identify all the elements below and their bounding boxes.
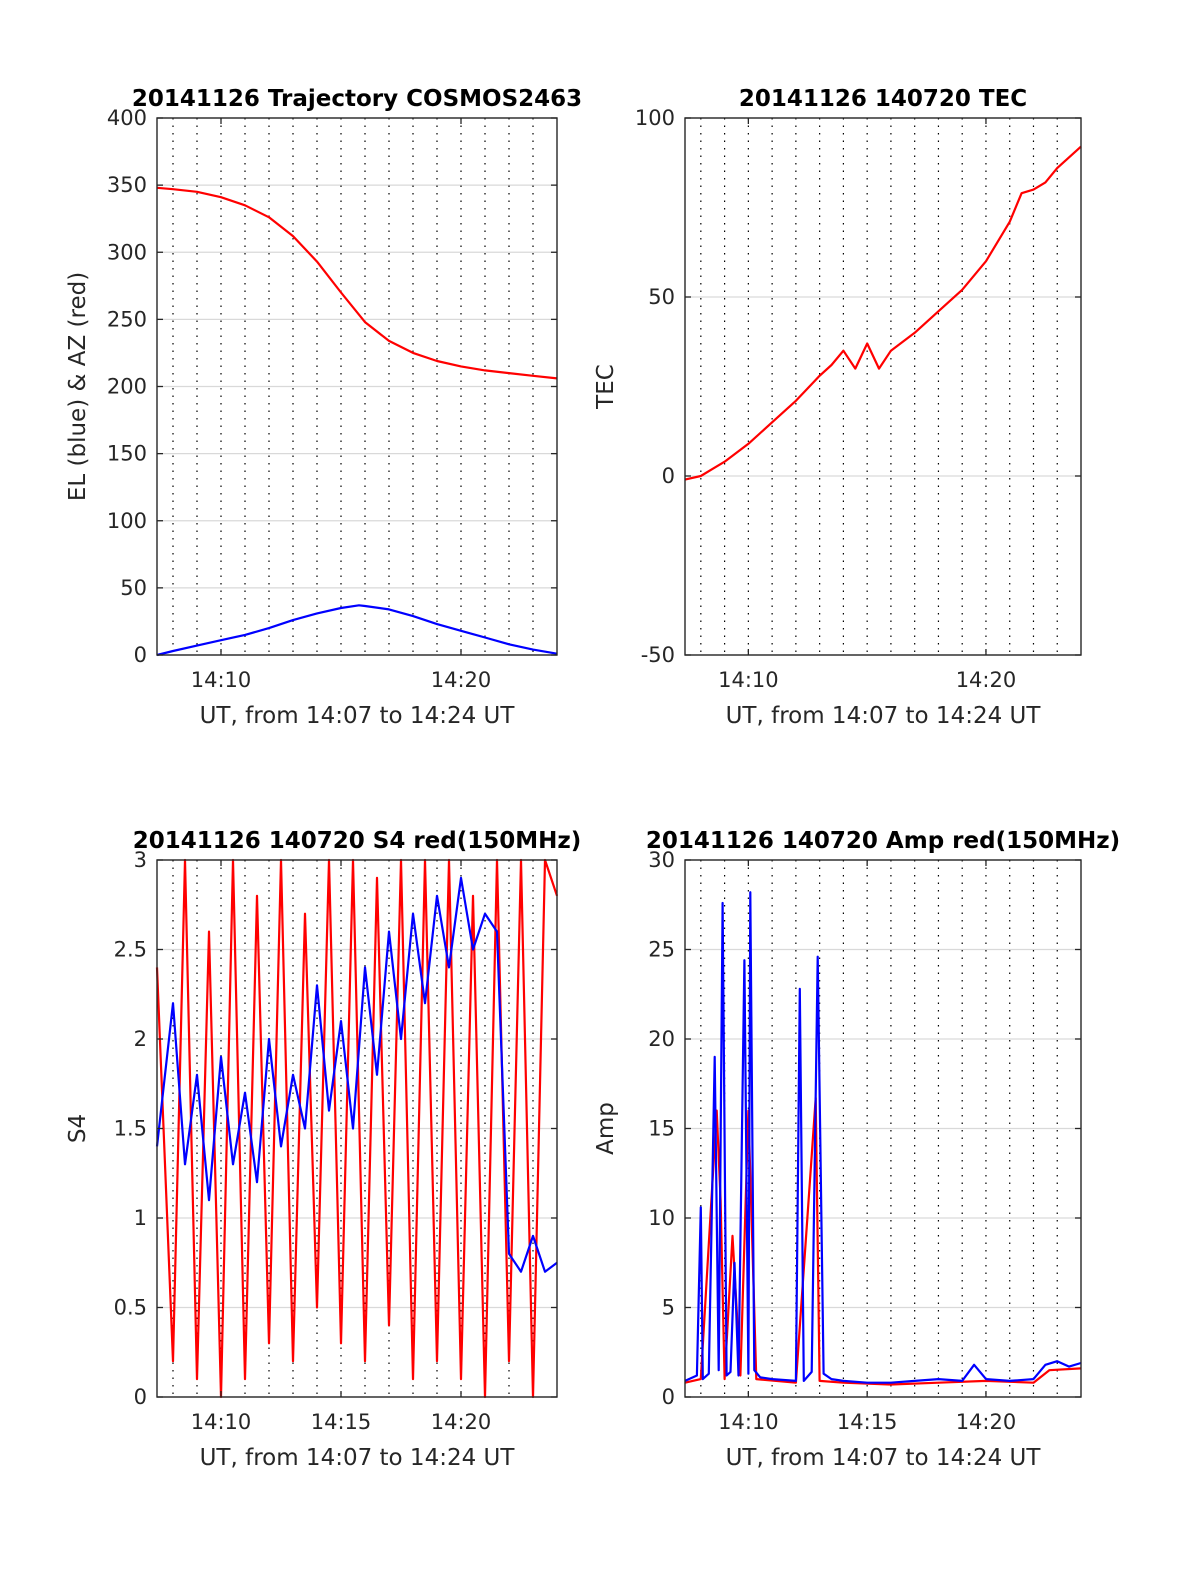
amp-ytick-0: 0 bbox=[662, 1385, 675, 1409]
s4-ytick-3: 1.5 bbox=[114, 1117, 147, 1141]
tec-ylabel: TEC bbox=[593, 364, 619, 410]
tec-ytick-1: 0 bbox=[662, 464, 675, 488]
s4-panel: 0 0.5 1 1.5 2 2.5 3 14:10 14:15 14:20 20141126 140… bbox=[65, 828, 581, 1471]
amp-xtick-1: 14:15 bbox=[837, 1410, 898, 1434]
trajectory-title: 20141126 Trajectory COSMOS2463 bbox=[132, 86, 582, 112]
s4-ytick-6: 3 bbox=[134, 848, 147, 872]
amp-ytick-2: 10 bbox=[648, 1206, 675, 1230]
s4-xtick-0: 14:10 bbox=[191, 1410, 252, 1434]
s4-ytick-4: 2 bbox=[134, 1027, 147, 1051]
trajectory-series-red bbox=[156, 186, 558, 380]
trajectory-ytick-0: 0 bbox=[134, 643, 147, 667]
tec-xlabel: UT, from 14:07 to 14:24 UT bbox=[726, 703, 1042, 729]
trajectory-xlabel: UT, from 14:07 to 14:24 UT bbox=[200, 703, 516, 729]
s4-xtick-2: 14:20 bbox=[431, 1410, 492, 1434]
trajectory-ytick-5: 250 bbox=[107, 307, 147, 331]
s4-ytick-1: 0.5 bbox=[114, 1296, 147, 1320]
tec-xtick-0: 14:10 bbox=[718, 668, 779, 692]
trajectory-ytick-7: 350 bbox=[107, 173, 147, 197]
s4-xlabel: UT, from 14:07 to 14:24 UT bbox=[200, 1445, 516, 1471]
s4-series-blue bbox=[155, 876, 558, 1273]
s4-ytick-0: 0 bbox=[134, 1385, 147, 1409]
s4-title: 20141126 140720 S4 red(150MHz) bbox=[133, 828, 582, 854]
amp-xtick-2: 14:20 bbox=[956, 1410, 1017, 1434]
amp-series-blue bbox=[684, 891, 1082, 1384]
trajectory-ytick-4: 200 bbox=[107, 375, 147, 399]
tec-series-red bbox=[684, 145, 1082, 481]
amp-ytick-5: 25 bbox=[648, 938, 675, 962]
amp-ytick-1: 5 bbox=[662, 1296, 675, 1320]
s4-series-red bbox=[155, 858, 559, 1399]
trajectory-ylabel: EL (blue) & AZ (red) bbox=[65, 272, 91, 501]
trajectory-ytick-6: 300 bbox=[107, 240, 147, 264]
tec-ytick-2: 50 bbox=[648, 285, 675, 309]
amp-ytick-3: 15 bbox=[648, 1117, 675, 1141]
trajectory-ytick-2: 100 bbox=[107, 509, 147, 533]
trajectory-ytick-8: 400 bbox=[107, 106, 147, 130]
trajectory-ytick-3: 150 bbox=[107, 442, 147, 466]
s4-ylabel: S4 bbox=[65, 1114, 91, 1143]
amp-ylabel: Amp bbox=[593, 1102, 619, 1155]
s4-xtick-1: 14:15 bbox=[311, 1410, 372, 1434]
amp-xtick-0: 14:10 bbox=[718, 1410, 779, 1434]
tec-axes-box bbox=[684, 117, 1082, 656]
tec-title: 20141126 140720 TEC bbox=[739, 86, 1027, 112]
amp-ytick-6: 30 bbox=[648, 848, 675, 872]
amp-panel: 0 5 10 15 20 25 30 14:10 14:15 14:20 20141126 1407… bbox=[593, 828, 1120, 1471]
tec-ytick-0: -50 bbox=[641, 643, 675, 667]
trajectory-xtick-1: 14:20 bbox=[431, 668, 492, 692]
trajectory-series-blue bbox=[156, 604, 558, 657]
s4-ytick-2: 1 bbox=[134, 1206, 147, 1230]
s4-ytick-5: 2.5 bbox=[114, 938, 147, 962]
amp-ytick-4: 20 bbox=[648, 1027, 675, 1051]
trajectory-ytick-1: 50 bbox=[120, 576, 147, 600]
amp-title: 20141126 140720 Amp red(150MHz) bbox=[646, 828, 1120, 854]
amp-series-red bbox=[684, 1096, 1082, 1386]
tec-ytick-3: 100 bbox=[635, 106, 675, 130]
trajectory-xtick-0: 14:10 bbox=[191, 668, 252, 692]
amp-xlabel: UT, from 14:07 to 14:24 UT bbox=[726, 1445, 1042, 1471]
tec-xtick-1: 14:20 bbox=[956, 668, 1017, 692]
trajectory-panel: 0 50 100 150 200 250 300 350 400 14:10 14:20 201411… bbox=[65, 86, 582, 729]
tec-panel: -50 0 50 100 14:10 14:20 20141126 140720 TEC UT… bbox=[593, 86, 1082, 729]
